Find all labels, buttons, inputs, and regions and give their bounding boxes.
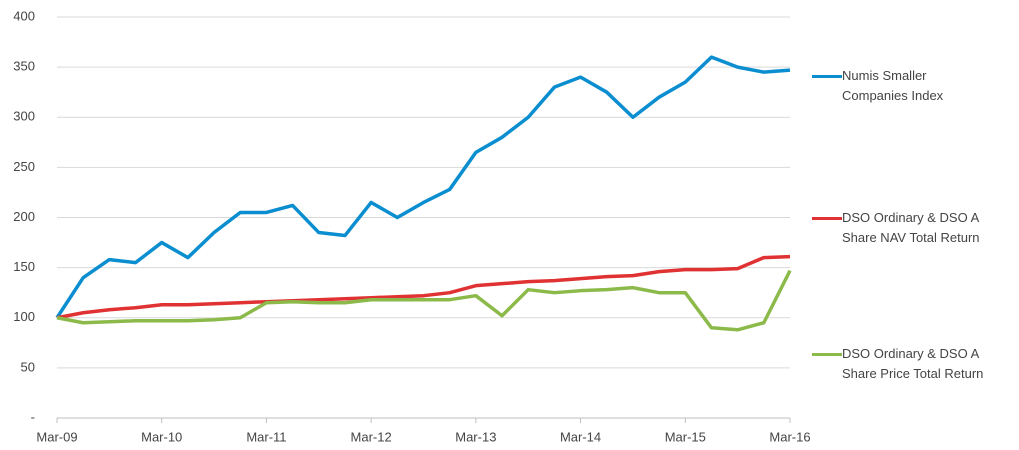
legend-label: DSO Ordinary & DSO A Share NAV Total Ret…	[842, 210, 980, 245]
legend-item: Numis Smaller Companies Index	[812, 66, 992, 106]
series-line	[55, 55, 791, 319]
y-tick-label: 250	[13, 159, 35, 174]
x-tick-label: Mar-16	[769, 429, 810, 444]
y-tick-label: 300	[13, 109, 35, 124]
x-tick-label: Mar-09	[36, 429, 77, 444]
x-tick-label: Mar-12	[351, 429, 392, 444]
series-line	[56, 269, 792, 332]
x-tick-label: Mar-10	[141, 429, 182, 444]
y-tick-label: 50	[21, 359, 35, 374]
legend-label: Numis Smaller Companies Index	[842, 68, 944, 103]
x-tick-label: Mar-11	[246, 429, 286, 444]
y-tick-label: 200	[13, 209, 35, 224]
y-tick-label: -	[31, 409, 35, 424]
legend-swatch	[812, 217, 842, 220]
legend-item: DSO Ordinary & DSO A Share Price Total R…	[812, 344, 992, 384]
x-tick-label: Mar-14	[560, 429, 601, 444]
series-line	[56, 254, 791, 320]
y-tick-label: 400	[13, 8, 35, 23]
y-tick-label: 100	[13, 309, 35, 324]
legend-swatch	[812, 353, 842, 356]
x-tick-label: Mar-13	[455, 429, 496, 444]
legend-swatch	[812, 75, 842, 78]
legend-item: DSO Ordinary & DSO A Share NAV Total Ret…	[812, 208, 992, 248]
y-tick-label: 350	[13, 59, 35, 74]
y-tick-label: 150	[13, 259, 35, 274]
legend-label: DSO Ordinary & DSO A Share Price Total R…	[842, 346, 984, 381]
x-tick-label: Mar-15	[665, 429, 706, 444]
